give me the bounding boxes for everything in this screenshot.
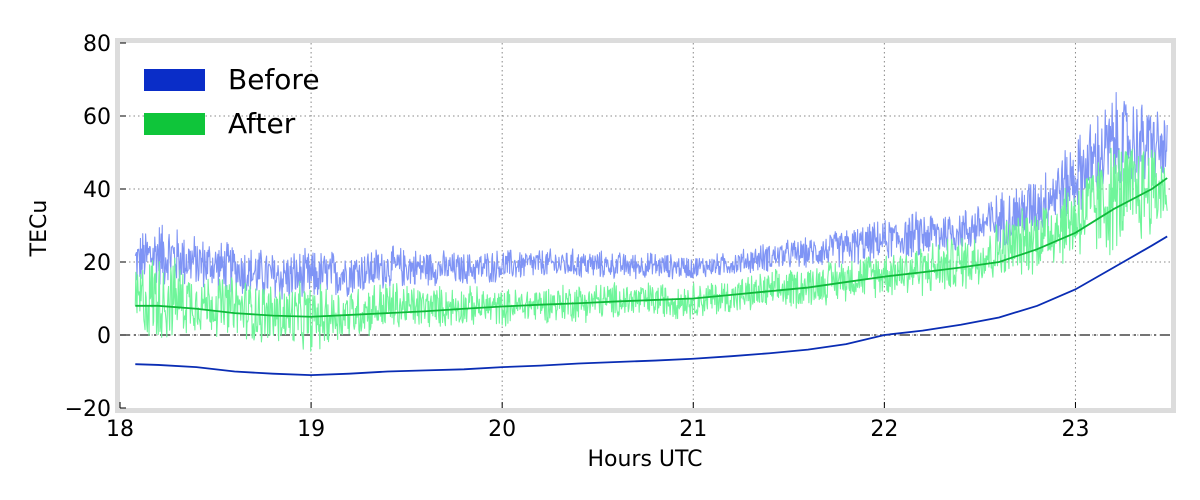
y-tick-label: 40: [83, 178, 111, 203]
legend: Before After: [144, 63, 320, 140]
x-tick-label: 19: [297, 417, 325, 442]
series-lines: [135, 177, 1168, 377]
y-tick-label: 60: [83, 105, 111, 130]
series-line-after: [135, 177, 1168, 318]
legend-swatch-after: [144, 113, 205, 135]
x-tick-label: 21: [679, 417, 707, 442]
y-tick-label: 0: [97, 324, 111, 349]
y-tick-label: 20: [83, 251, 111, 276]
y-axis-label: TECu: [27, 200, 52, 258]
ticks: 18 19 20 21 22 23 −20 0 20 40 60 80: [65, 32, 1090, 442]
series-line-before: [135, 235, 1168, 377]
x-tick-label: 20: [488, 417, 516, 442]
y-tick-label: 80: [83, 32, 111, 57]
legend-swatch-before: [144, 69, 205, 91]
band-before: [134, 92, 1168, 300]
y-tick-label: −20: [65, 397, 111, 422]
x-tick-label: 23: [1061, 417, 1089, 442]
x-tick-label: 22: [870, 417, 898, 442]
x-axis-label: Hours UTC: [587, 447, 702, 472]
bands: [134, 92, 1168, 352]
band-after: [134, 147, 1168, 352]
x-tick-label: 18: [106, 417, 134, 442]
legend-label-before: Before: [228, 63, 320, 96]
legend-label-after: After: [228, 107, 296, 140]
